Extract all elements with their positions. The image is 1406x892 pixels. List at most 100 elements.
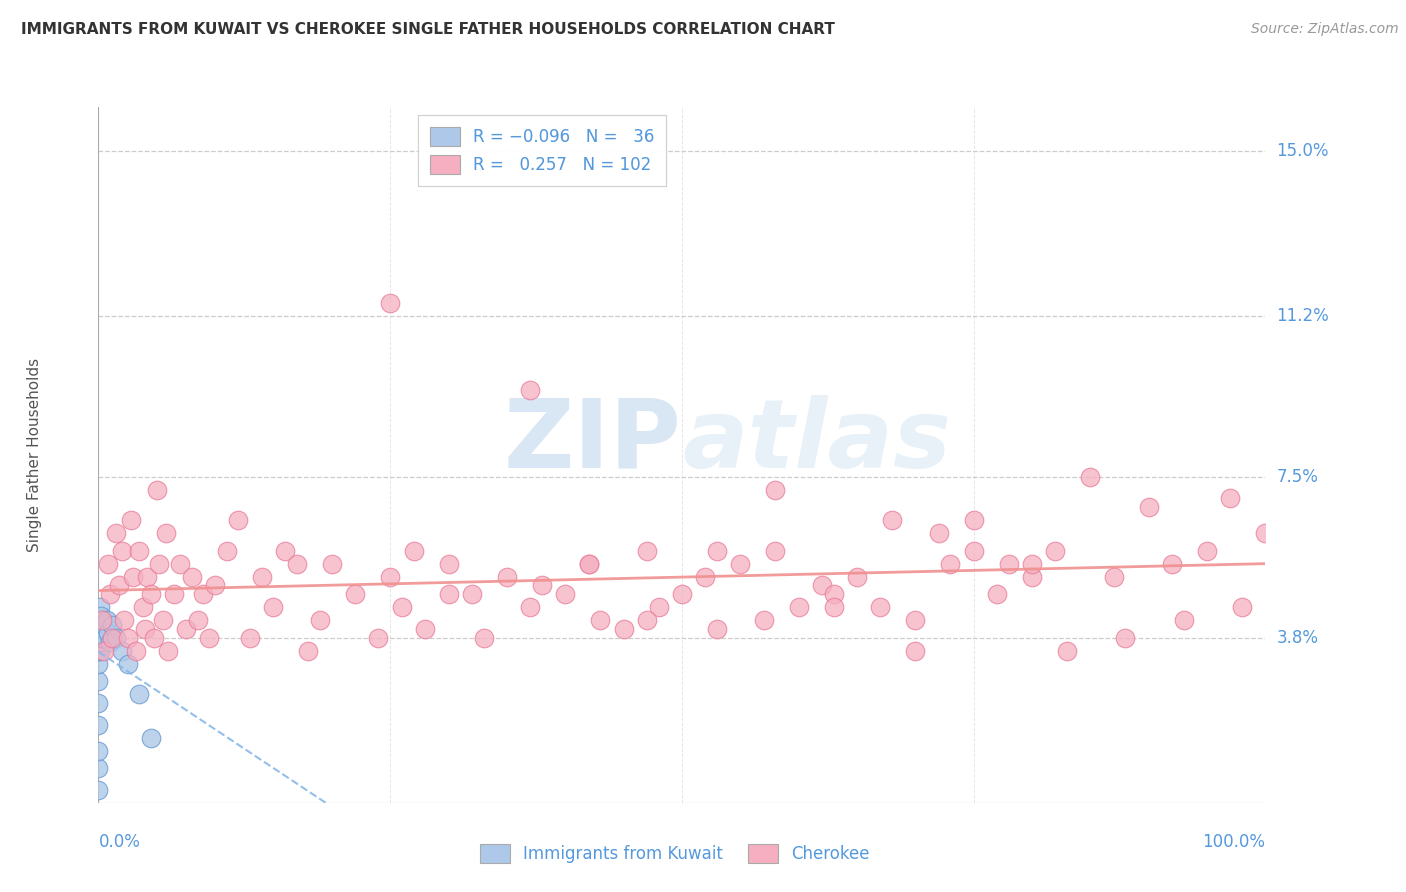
Point bbox=[148, 557, 170, 571]
Point bbox=[285, 557, 308, 571]
Point bbox=[96, 613, 118, 627]
Point bbox=[87, 761, 110, 775]
Point bbox=[962, 513, 984, 527]
Point bbox=[108, 578, 131, 592]
Point bbox=[104, 526, 127, 541]
Point bbox=[437, 557, 460, 571]
Point bbox=[262, 600, 284, 615]
Point bbox=[1114, 631, 1136, 645]
Point bbox=[146, 483, 169, 497]
Point bbox=[1056, 643, 1078, 657]
Point bbox=[554, 587, 576, 601]
Legend: R = −0.096   N =   36, R =   0.257   N = 102: R = −0.096 N = 36, R = 0.257 N = 102 bbox=[418, 115, 666, 186]
Point bbox=[89, 613, 111, 627]
Point bbox=[117, 631, 139, 645]
Point bbox=[89, 600, 111, 615]
Point bbox=[87, 696, 110, 710]
Point bbox=[155, 526, 177, 541]
Text: ZIP: ZIP bbox=[503, 394, 682, 488]
Point bbox=[986, 587, 1008, 601]
Point bbox=[128, 687, 150, 701]
Point bbox=[143, 631, 166, 645]
Text: 0.0%: 0.0% bbox=[98, 833, 141, 851]
Point bbox=[91, 617, 114, 632]
Point bbox=[1137, 500, 1160, 514]
Point bbox=[413, 622, 436, 636]
Point bbox=[87, 643, 110, 657]
Point bbox=[823, 587, 845, 601]
Point bbox=[180, 570, 202, 584]
Point bbox=[90, 613, 112, 627]
Point bbox=[89, 635, 111, 649]
Point bbox=[1080, 469, 1102, 483]
Text: 15.0%: 15.0% bbox=[1277, 142, 1329, 160]
Point bbox=[344, 587, 367, 601]
Point bbox=[636, 613, 658, 627]
Point bbox=[869, 600, 891, 615]
Point bbox=[845, 570, 868, 584]
Point bbox=[90, 631, 112, 645]
Point bbox=[811, 578, 834, 592]
Text: Single Father Households: Single Father Households bbox=[27, 358, 42, 552]
Point bbox=[250, 570, 273, 584]
Point bbox=[134, 622, 156, 636]
Point bbox=[367, 631, 389, 645]
Point bbox=[139, 587, 162, 601]
Point bbox=[297, 643, 319, 657]
Point bbox=[530, 578, 553, 592]
Point bbox=[1161, 557, 1184, 571]
Point bbox=[274, 543, 297, 558]
Point bbox=[1045, 543, 1067, 558]
Legend: Immigrants from Kuwait, Cherokee: Immigrants from Kuwait, Cherokee bbox=[468, 832, 882, 875]
Point bbox=[152, 613, 174, 627]
Point bbox=[695, 570, 717, 584]
Point bbox=[97, 557, 120, 571]
Point bbox=[706, 543, 728, 558]
Point bbox=[87, 657, 110, 671]
Point bbox=[132, 600, 155, 615]
Point bbox=[111, 643, 134, 657]
Point bbox=[997, 557, 1019, 571]
Point bbox=[87, 613, 110, 627]
Point bbox=[519, 383, 541, 397]
Point bbox=[94, 631, 117, 645]
Point bbox=[1173, 613, 1195, 627]
Point bbox=[519, 600, 541, 615]
Point bbox=[139, 731, 162, 745]
Point bbox=[87, 717, 110, 731]
Point bbox=[90, 608, 112, 623]
Point bbox=[1254, 526, 1277, 541]
Point bbox=[1102, 570, 1125, 584]
Point bbox=[89, 631, 111, 645]
Point bbox=[495, 570, 517, 584]
Text: 100.0%: 100.0% bbox=[1202, 833, 1265, 851]
Point bbox=[90, 622, 112, 636]
Text: 11.2%: 11.2% bbox=[1277, 307, 1329, 325]
Point bbox=[204, 578, 226, 592]
Point bbox=[472, 631, 495, 645]
Point bbox=[904, 643, 927, 657]
Point bbox=[578, 557, 600, 571]
Point bbox=[962, 543, 984, 558]
Point bbox=[636, 543, 658, 558]
Point bbox=[98, 587, 121, 601]
Point bbox=[589, 613, 612, 627]
Point bbox=[228, 513, 250, 527]
Point bbox=[91, 631, 114, 645]
Point bbox=[187, 613, 209, 627]
Point bbox=[1219, 491, 1241, 506]
Point bbox=[239, 631, 262, 645]
Point bbox=[174, 622, 197, 636]
Point bbox=[1021, 557, 1043, 571]
Point bbox=[321, 557, 343, 571]
Point bbox=[904, 613, 927, 627]
Point bbox=[671, 587, 693, 601]
Point bbox=[87, 622, 110, 636]
Point bbox=[157, 643, 180, 657]
Point bbox=[169, 557, 191, 571]
Point bbox=[93, 622, 115, 636]
Point bbox=[391, 600, 413, 615]
Point bbox=[87, 631, 110, 645]
Point bbox=[125, 643, 148, 657]
Point bbox=[823, 600, 845, 615]
